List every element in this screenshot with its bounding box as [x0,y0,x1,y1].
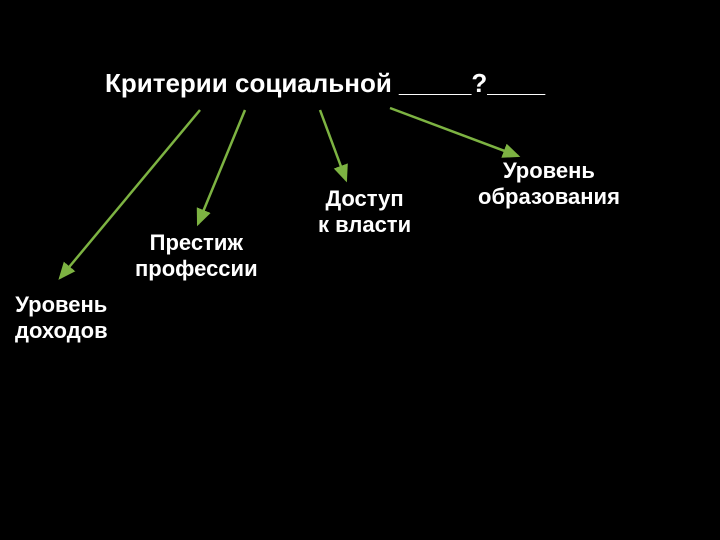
label-prestige: Престиж профессии [135,230,258,282]
label-education-line1: Уровень [478,158,620,184]
label-education: Уровень образования [478,158,620,210]
label-power-line1: Доступ [318,186,411,212]
label-income-line2: доходов [15,318,108,344]
label-income: Уровень доходов [15,292,108,344]
label-prestige-line2: профессии [135,256,258,282]
label-power: Доступ к власти [318,186,411,238]
label-income-line1: Уровень [15,292,108,318]
diagram-title: Критерии социальной _____?____ [105,68,545,99]
label-education-line2: образования [478,184,620,210]
label-power-line2: к власти [318,212,411,238]
label-prestige-line1: Престиж [135,230,258,256]
